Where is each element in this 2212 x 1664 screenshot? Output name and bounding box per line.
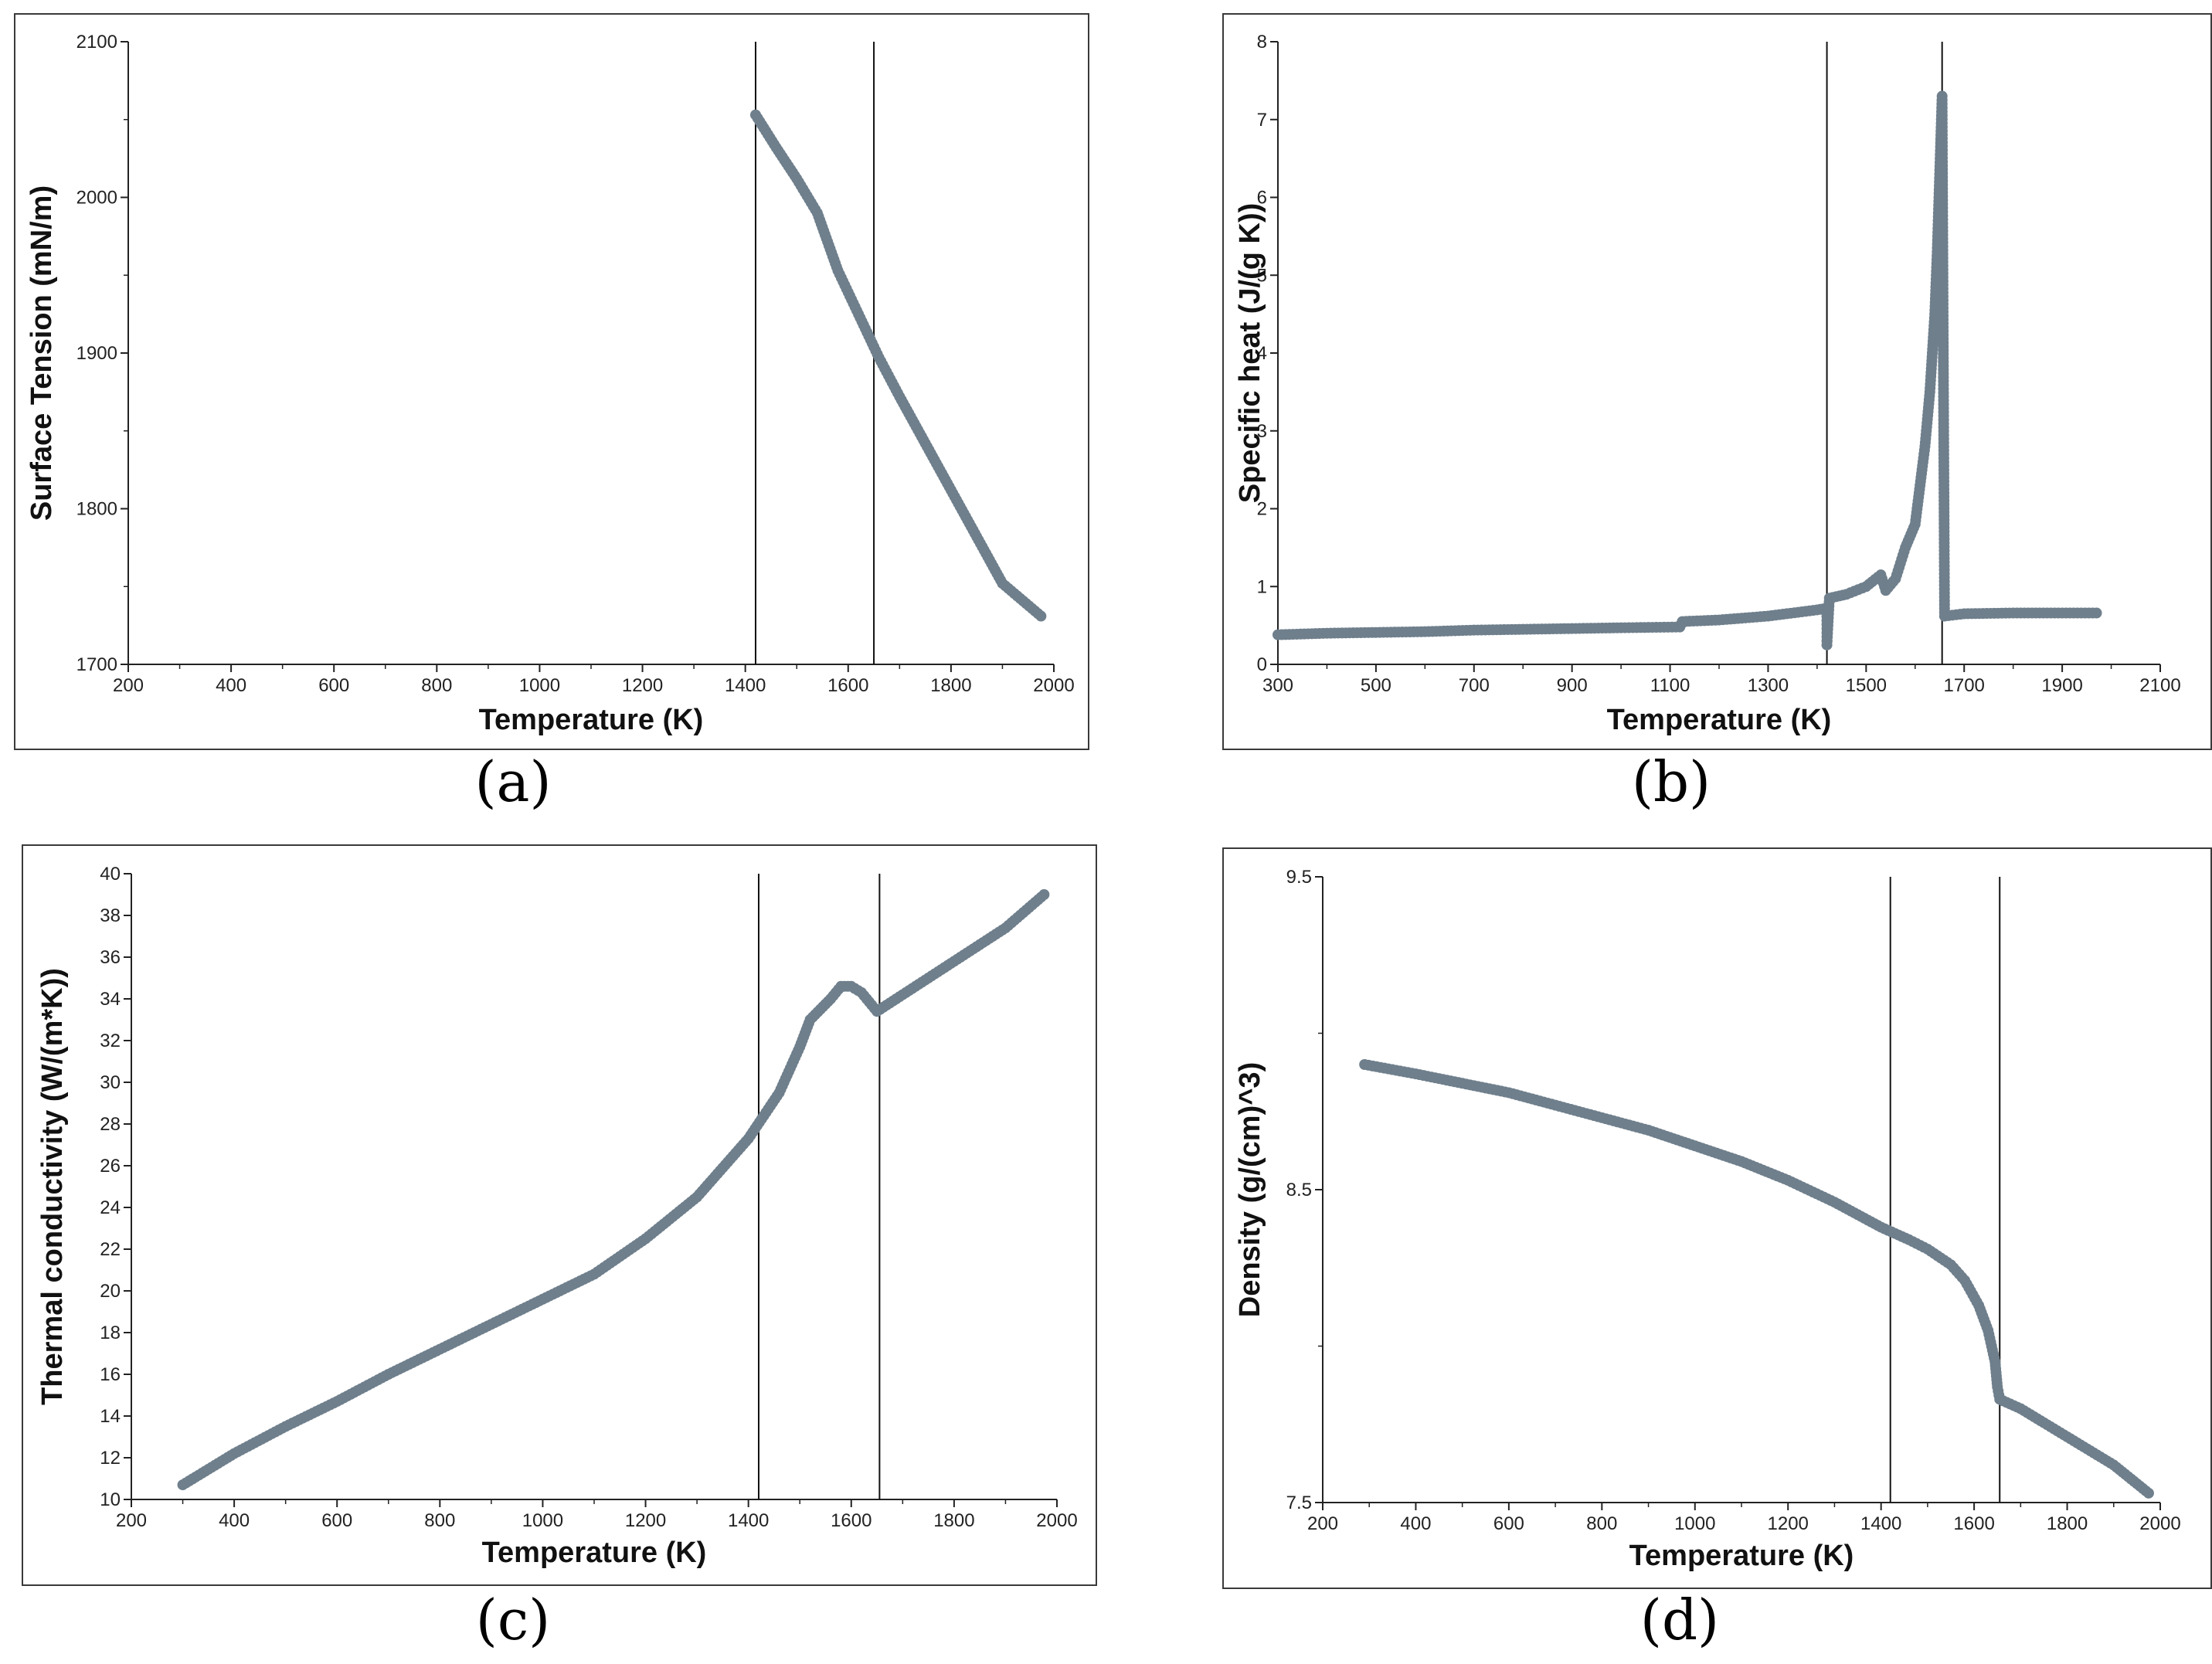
data-point <box>1035 610 1047 622</box>
y-tick-label: 1 <box>1257 576 1267 597</box>
y-tick-label: 34 <box>100 989 121 1010</box>
y-tick-label: 1900 <box>76 343 117 364</box>
x-axis-title: Temperature (K) <box>1629 1540 1854 1572</box>
x-tick-label: 1600 <box>831 1510 872 1531</box>
x-tick-label: 1000 <box>519 675 560 696</box>
y-tick-label: 7 <box>1257 110 1267 131</box>
y-tick-label: 40 <box>100 864 121 885</box>
y-tick-label: 2000 <box>76 188 117 209</box>
y-tick-label: 8.5 <box>1286 1180 1312 1200</box>
y-tick-label: 4 <box>1257 343 1267 364</box>
y-axis-title: Specific heat (J/(g K)) <box>1234 203 1266 504</box>
x-tick-label: 1600 <box>1953 1513 1994 1534</box>
x-tick-label: 600 <box>318 675 349 696</box>
chart-c-svg: 200 400 600 800 1000 1200 1400 1600 1800 2000 10 12… <box>36 864 1078 1569</box>
caption-b: (b) <box>1631 749 1711 814</box>
x-tick-label: 1200 <box>625 1510 666 1531</box>
x-axis-title: Temperature (K) <box>1607 704 1832 736</box>
x-tick-label: 800 <box>421 675 452 696</box>
chart-panel-c: 200 400 600 800 1000 1200 1400 1600 1800 2000 10 12… <box>22 844 1097 1586</box>
x-tick-label: 1900 <box>2041 675 2082 696</box>
x-axis-title: Temperature (K) <box>482 1537 707 1569</box>
x-tick-label: 1600 <box>827 675 868 696</box>
y-tick-label: 12 <box>100 1448 121 1469</box>
x-tick-label: 900 <box>1557 675 1588 696</box>
y-tick-label: 16 <box>100 1364 121 1385</box>
y-tick-label: 8 <box>1257 32 1267 53</box>
y-tick-label: 2 <box>1257 499 1267 520</box>
caption-d: (d) <box>1639 1588 1720 1652</box>
x-tick-label: 1300 <box>1748 675 1789 696</box>
y-tick-label: 1800 <box>76 499 117 520</box>
chart-panel-b: 300 500 700 900 1100 1300 1500 1700 1900 2100 0 1 2 3… <box>1222 13 2212 750</box>
y-tick-label: 18 <box>100 1323 121 1343</box>
x-tick-label: 200 <box>116 1510 147 1531</box>
y-tick-label: 6 <box>1257 188 1267 209</box>
x-tick-label: 400 <box>219 1510 250 1531</box>
x-tick-label: 200 <box>1307 1513 1338 1534</box>
x-tick-label: 800 <box>1586 1513 1617 1534</box>
x-tick-label: 1400 <box>728 1510 769 1531</box>
series-line <box>1277 96 2097 645</box>
data-point <box>2091 607 2102 619</box>
y-tick-label: 0 <box>1257 654 1267 675</box>
y-tick-label: 7.5 <box>1286 1493 1312 1513</box>
caption-a: (a) <box>474 749 552 814</box>
y-tick-label: 38 <box>100 905 121 926</box>
x-tick-label: 600 <box>321 1510 352 1531</box>
y-tick-label: 32 <box>100 1031 121 1051</box>
x-tick-label: 1400 <box>1860 1513 1901 1534</box>
y-axis-title: Surface Tension (mN/m) <box>25 185 58 521</box>
x-tick-label: 2000 <box>1036 1510 1077 1531</box>
x-tick-label: 400 <box>216 675 246 696</box>
chart-d-svg: 200 400 600 800 1000 1200 1400 1600 1800 2000 7.5 8… <box>1234 867 2181 1572</box>
series-line <box>1364 1063 2149 1495</box>
x-tick-label: 2000 <box>2139 1513 2180 1534</box>
y-tick-label: 14 <box>100 1406 121 1427</box>
x-tick-label: 500 <box>1361 675 1391 696</box>
y-tick-label: 26 <box>100 1156 121 1177</box>
x-tick-label: 800 <box>424 1510 455 1531</box>
x-tick-label: 600 <box>1493 1513 1524 1534</box>
chart-panel-d: 200 400 600 800 1000 1200 1400 1600 1800 2000 7.5 8… <box>1222 847 2212 1589</box>
x-tick-label: 1800 <box>930 675 971 696</box>
x-tick-label: 2000 <box>1033 675 1074 696</box>
caption-c: (c) <box>475 1588 551 1652</box>
chart-b-svg: 300 500 700 900 1100 1300 1500 1700 1900 2100 0 1 2 3… <box>1234 32 2181 736</box>
y-axis-title: Density (g/(cm)^3) <box>1234 1062 1266 1317</box>
x-tick-label: 700 <box>1459 675 1490 696</box>
x-tick-label: 400 <box>1400 1513 1431 1534</box>
chart-panel-a: 200 400 600 800 1000 1200 1400 1600 1800 2000 1700… <box>14 13 1089 750</box>
y-tick-label: 3 <box>1257 421 1267 442</box>
y-tick-label: 24 <box>100 1197 121 1218</box>
x-tick-label: 1500 <box>1846 675 1887 696</box>
x-tick-label: 200 <box>113 675 144 696</box>
y-tick-label: 10 <box>100 1489 121 1510</box>
x-tick-label: 1100 <box>1650 675 1690 696</box>
x-axis-title: Temperature (K) <box>479 704 704 736</box>
y-tick-label: 30 <box>100 1072 121 1093</box>
chart-a-svg: 200 400 600 800 1000 1200 1400 1600 1800 2000 1700… <box>25 32 1075 736</box>
x-tick-label: 1200 <box>1768 1513 1809 1534</box>
x-tick-label: 300 <box>1262 675 1293 696</box>
x-tick-label: 1200 <box>622 675 663 696</box>
y-tick-label: 22 <box>100 1239 121 1260</box>
x-tick-label: 1400 <box>725 675 766 696</box>
y-tick-label: 20 <box>100 1281 121 1302</box>
x-tick-label: 2100 <box>2139 675 2180 696</box>
y-tick-label: 2100 <box>76 32 117 53</box>
y-tick-label: 5 <box>1257 265 1267 286</box>
y-tick-label: 1700 <box>76 654 117 675</box>
x-tick-label: 1000 <box>1674 1513 1715 1534</box>
data-point <box>2142 1487 2154 1499</box>
x-tick-label: 1700 <box>1944 675 1985 696</box>
y-axis-title: Thermal conductivity (W/(m*K)) <box>36 968 69 1405</box>
data-point <box>1038 889 1050 900</box>
x-tick-label: 1800 <box>2047 1513 2088 1534</box>
x-tick-label: 1800 <box>933 1510 974 1531</box>
x-tick-label: 1000 <box>522 1510 563 1531</box>
y-tick-label: 9.5 <box>1286 867 1312 888</box>
y-tick-label: 28 <box>100 1114 121 1135</box>
y-tick-label: 36 <box>100 947 121 968</box>
